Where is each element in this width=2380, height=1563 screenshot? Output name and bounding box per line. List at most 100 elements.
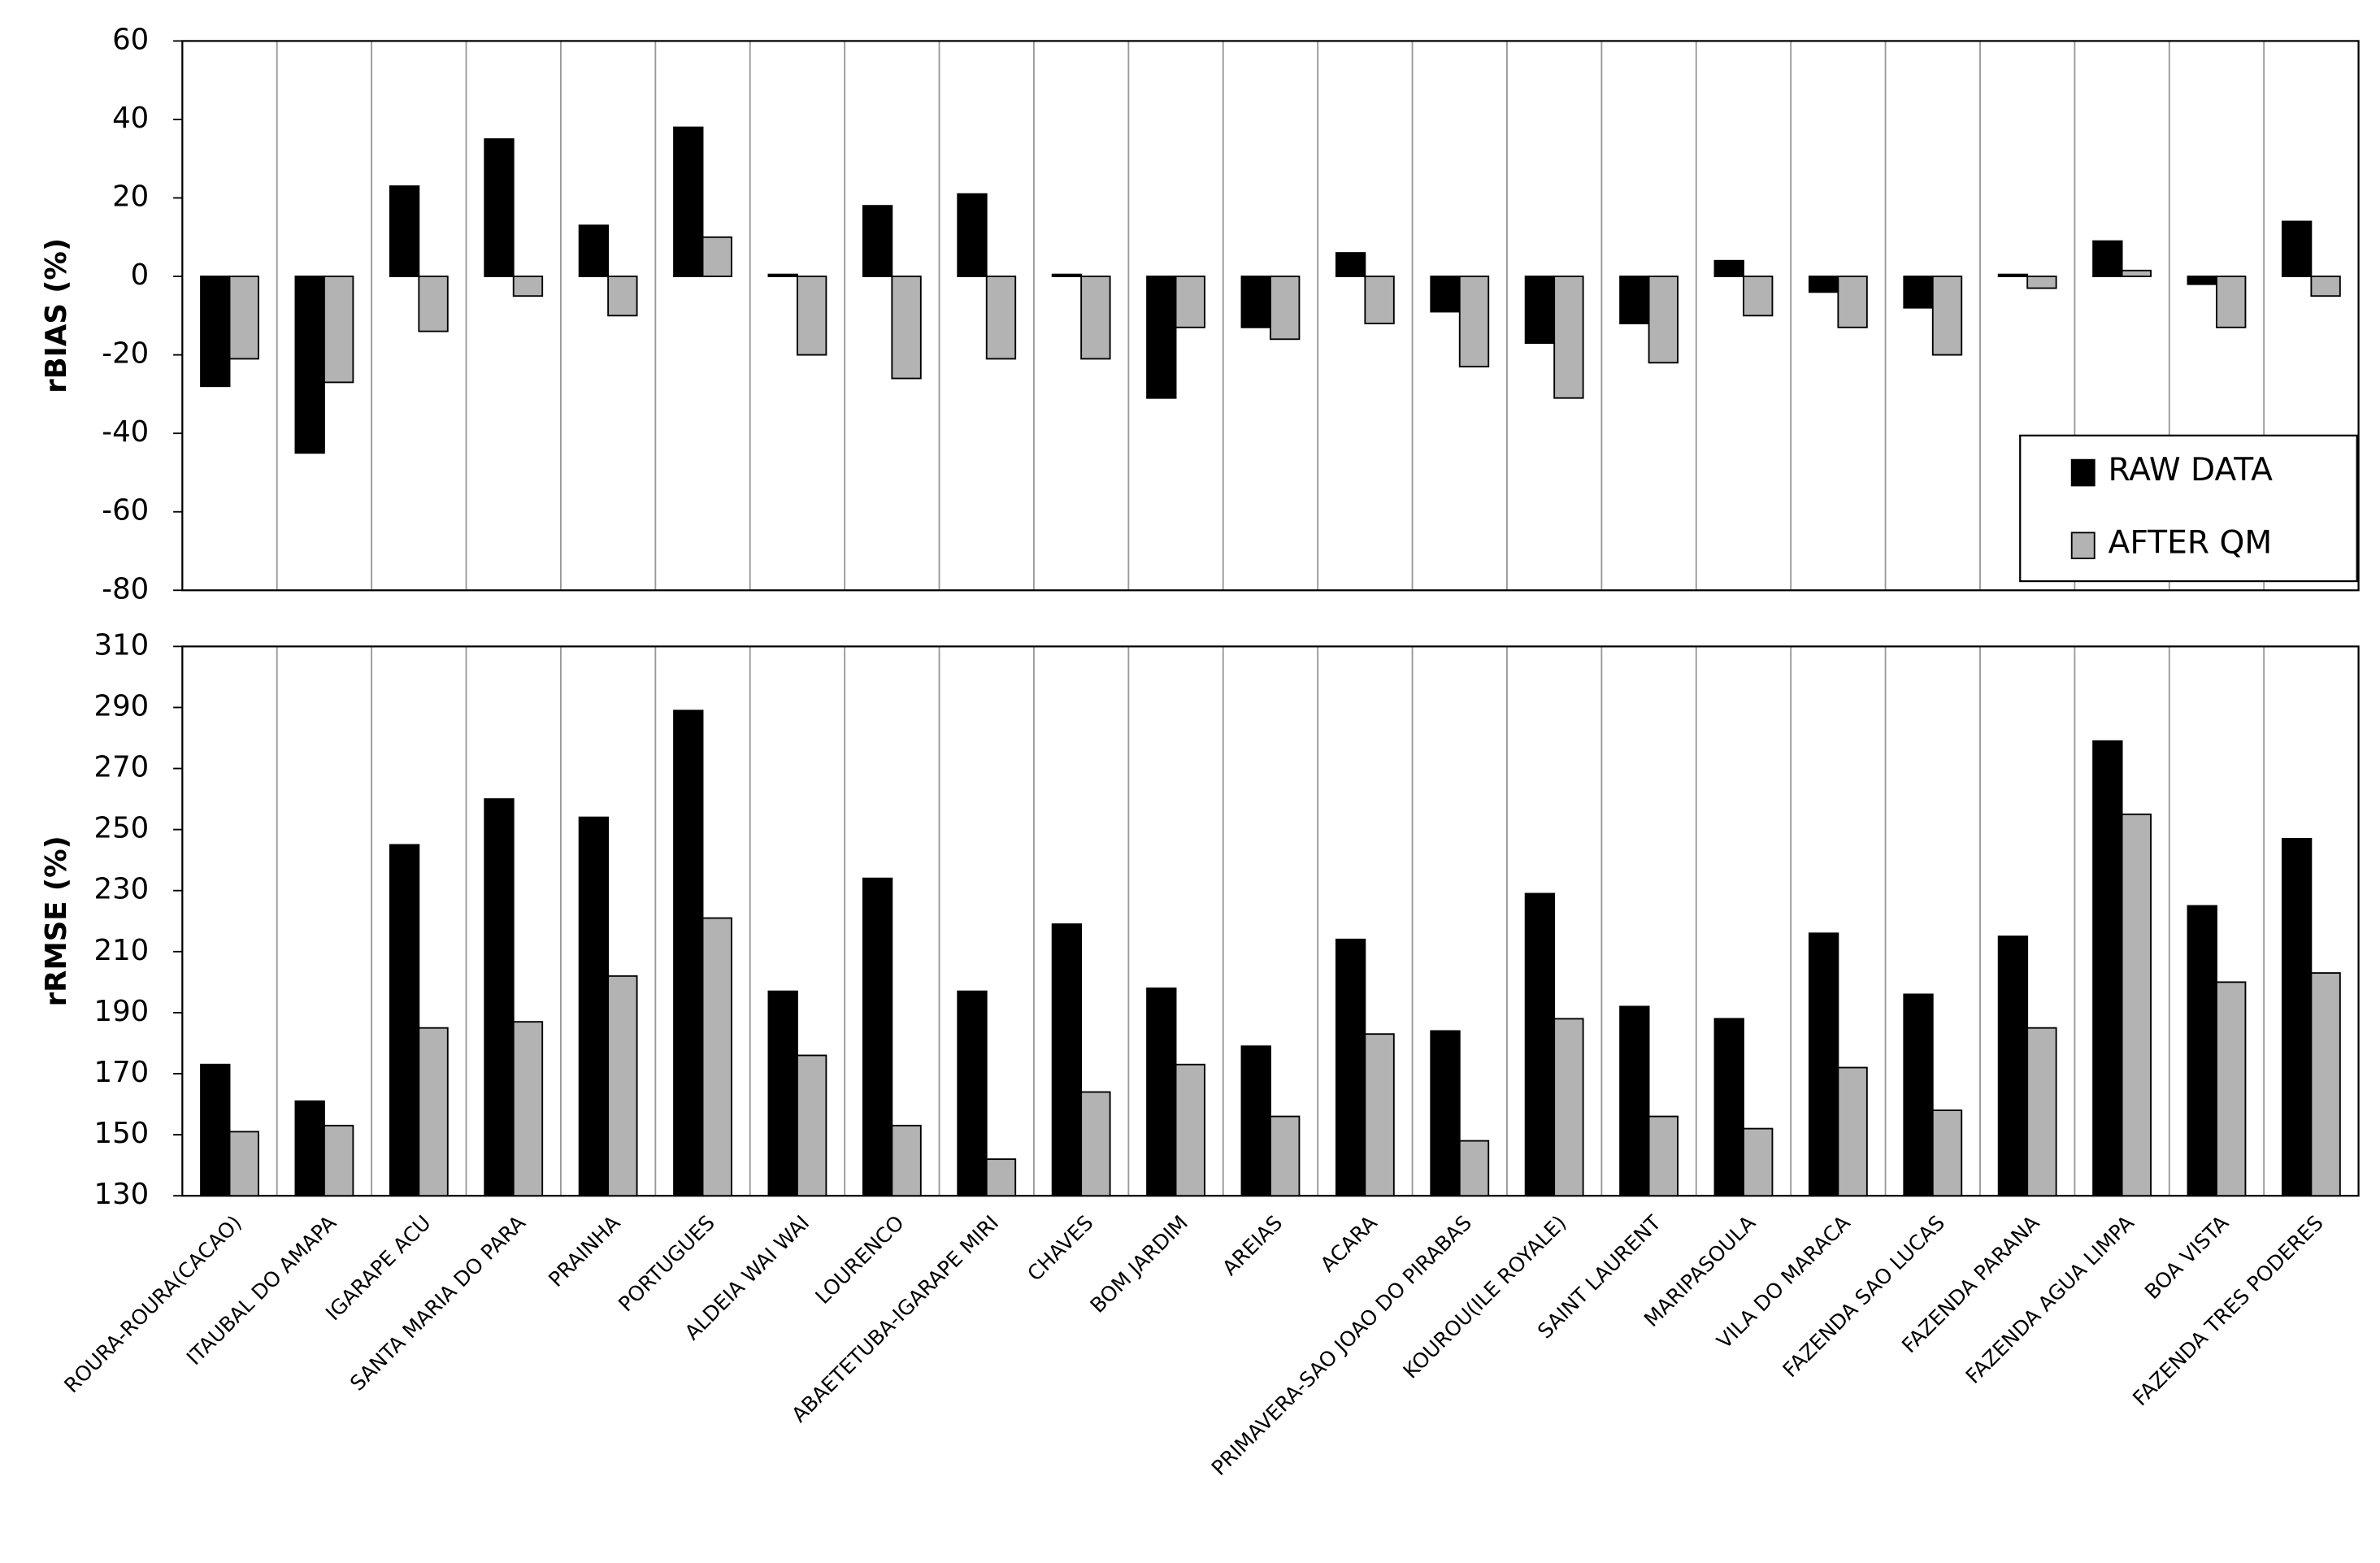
bar (862, 877, 893, 1197)
bar (578, 224, 610, 277)
bar (1553, 1018, 1584, 1197)
bar (985, 1158, 1017, 1197)
x-tick-label: PORTUGUES (614, 1211, 719, 1317)
bar (862, 205, 893, 277)
bar (200, 276, 231, 388)
bar (1524, 892, 1556, 1197)
y-tick-label: 290 (94, 689, 150, 723)
bar (673, 710, 704, 1197)
bar (2092, 740, 2123, 1197)
bar (891, 1124, 922, 1197)
bar (1364, 276, 1395, 324)
bar (1837, 1066, 1868, 1197)
bar (1619, 1005, 1650, 1197)
bar (1335, 938, 1366, 1197)
bar (228, 1131, 259, 1197)
bar (1808, 276, 1839, 293)
bar (1743, 276, 1774, 317)
bar (2187, 905, 2217, 1197)
bar (1080, 276, 1111, 360)
legend-label: AFTER QM (2109, 525, 2273, 562)
bar (2187, 276, 2217, 285)
bar (957, 990, 988, 1197)
bar (389, 844, 420, 1197)
x-tick-label: FAZENDA TRES PODERES (2128, 1211, 2327, 1410)
bar (767, 990, 798, 1197)
y-tick-label: 130 (94, 1178, 150, 1211)
bar (1240, 1045, 1271, 1197)
bar (1146, 987, 1177, 1197)
y-tick-label: -40 (102, 415, 149, 449)
y-tick-label: -20 (102, 337, 149, 371)
bar (1270, 276, 1301, 341)
x-tick-label: ROURA-ROURA(CACAO) (59, 1211, 246, 1398)
x-tick-label: ACARA (1316, 1210, 1382, 1276)
bar (1648, 1115, 1679, 1197)
bar (1997, 936, 2029, 1197)
bar (1240, 276, 1271, 328)
y-tick-label: -80 (102, 572, 149, 606)
bar (1903, 276, 1934, 309)
bar (1270, 1115, 1301, 1197)
bar (701, 917, 732, 1197)
y-tick-label: 250 (94, 812, 150, 845)
x-tick-label: SANTA MARIA DO PARA (345, 1210, 531, 1396)
bar (1713, 1018, 1744, 1197)
bar (2216, 981, 2247, 1197)
bar (512, 276, 544, 297)
bar (418, 276, 449, 332)
legend-swatch (2070, 458, 2096, 487)
bar (2121, 813, 2152, 1197)
bar (957, 193, 988, 277)
bar (484, 798, 515, 1197)
bar (2092, 240, 2123, 277)
y-tick-label: 170 (94, 1056, 150, 1089)
bar (1051, 923, 1083, 1197)
bar (1903, 993, 1934, 1197)
y-tick-label: 20 (112, 180, 149, 214)
bar (1335, 252, 1366, 277)
bar (1175, 276, 1205, 328)
bar (2026, 276, 2057, 289)
y-tick-label: 60 (112, 23, 149, 56)
legend-swatch (2070, 532, 2096, 559)
bar (797, 276, 827, 356)
x-tick-label: PRAINHA (544, 1210, 625, 1292)
x-tick-label: BOM JARDIM (1086, 1211, 1192, 1318)
bar (1713, 259, 1744, 277)
bar (701, 236, 732, 277)
bar (1458, 276, 1490, 368)
bar (1931, 1109, 1963, 1197)
bar (294, 276, 325, 454)
bar (578, 816, 610, 1197)
bar (1051, 273, 1083, 277)
bar (294, 1100, 325, 1197)
bar (323, 276, 354, 384)
bar (1458, 1140, 1490, 1197)
y-tick-label: 40 (112, 102, 149, 135)
bar (484, 138, 515, 277)
legend-label: RAW DATA (2109, 452, 2274, 488)
bar (797, 1054, 827, 1197)
bar (1931, 276, 1963, 356)
bar (2310, 276, 2341, 297)
bar (673, 126, 704, 277)
bar (1743, 1127, 1774, 1197)
x-tick-label: AREIAS (1218, 1211, 1287, 1280)
bar (607, 975, 638, 1197)
bar (1553, 276, 1584, 399)
x-tick-label: FAZENDA AGUA LIMPA (1961, 1210, 2139, 1388)
bar (2026, 1027, 2057, 1197)
bar (767, 273, 798, 277)
bar (1997, 273, 2029, 277)
bar (1524, 276, 1556, 345)
plot-frame (181, 40, 2360, 592)
y-tick-label: 310 (94, 628, 150, 662)
y-tick-label: 230 (94, 873, 150, 906)
y-axis-title: rBIAS (%) (40, 238, 73, 393)
x-tick-label: BOA VISTA (2140, 1210, 2234, 1304)
bar (228, 276, 259, 360)
bar (1648, 276, 1679, 364)
